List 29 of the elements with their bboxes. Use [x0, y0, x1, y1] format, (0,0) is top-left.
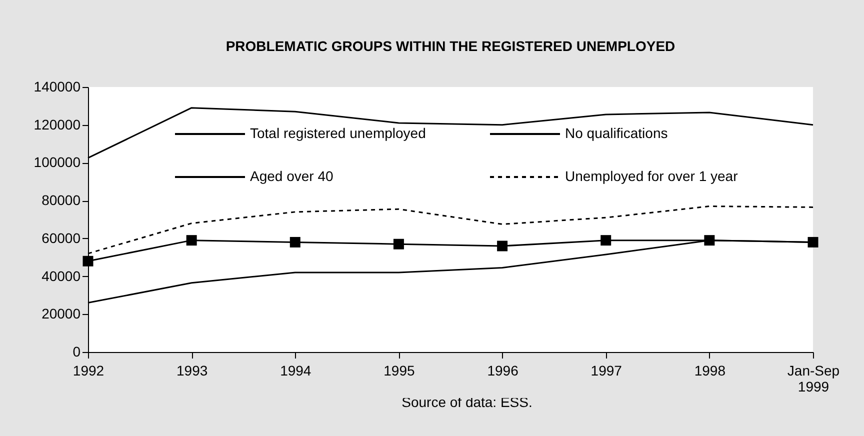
point [82, 256, 94, 266]
point [497, 240, 508, 252]
y-tick-label: 20000 [42, 306, 81, 322]
point [704, 235, 715, 246]
x-tick-label: 1995 [384, 362, 415, 378]
legend-label: Aged over 40 [250, 168, 334, 184]
y-tick-label: 60000 [42, 230, 81, 246]
point [290, 236, 300, 248]
y-tick-label: 40000 [42, 268, 81, 284]
legend-label: Total registered unemployed [250, 125, 426, 141]
legend-label: Unemployed for over 1 year [565, 168, 738, 184]
y-tick-label: 120000 [34, 116, 81, 132]
point [186, 235, 197, 246]
x-tick-label: 1996 [487, 362, 519, 378]
x-tick-label: 1993 [176, 362, 208, 378]
y-tick-label: 100000 [34, 154, 81, 170]
x-tick-label: Jan-Sep 1999 [787, 362, 840, 394]
x-tick-label: 1994 [280, 362, 312, 378]
x-tick-label: 1998 [694, 362, 726, 378]
y-tick-label: 0 [72, 344, 81, 360]
point [600, 235, 612, 246]
y-tick-label: 80000 [42, 192, 81, 208]
point [808, 236, 818, 248]
x-tick-label: 1992 [72, 362, 104, 378]
chart-title: PROBLEMATIC GROUPS WITHIN THE REGISTERED UNEMPLOYED [226, 38, 676, 54]
point [393, 238, 404, 250]
y-tick-label: 140000 [34, 78, 81, 94]
legend-label: No qualifications [565, 125, 668, 141]
x-tick-label: 1997 [590, 362, 622, 378]
